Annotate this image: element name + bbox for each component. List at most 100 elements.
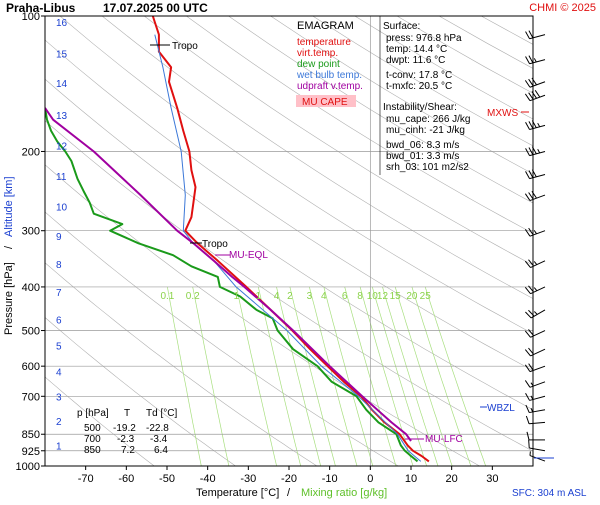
p-tick-label: 200: [22, 146, 40, 158]
x-tick-label: -10: [322, 473, 338, 485]
sfc-label: SFC: 304 m ASL: [512, 488, 587, 499]
p-tick-label: 925: [22, 446, 40, 458]
instability-title: Instability/Shear:: [383, 102, 457, 113]
table-cell: 500: [84, 423, 101, 434]
srh-03-value: srh_03: 101 m2/s2: [386, 162, 469, 173]
x-tick-label: 20: [446, 473, 458, 485]
surface-temperature: temp: 14.4 °C: [386, 44, 447, 55]
p-tick-label: 400: [22, 282, 40, 294]
altitude-tick-label: 3: [56, 392, 62, 403]
x-tick-label: 30: [486, 473, 498, 485]
wind-barb-flag: [535, 90, 540, 97]
level-table: p [hPa] T Td [°C] 500 -19.2 -22.8 700 -2…: [77, 408, 177, 456]
plot-area: [45, 16, 533, 466]
x-tick-label: -40: [200, 473, 216, 485]
altitude-tick-label: 6: [56, 315, 62, 326]
altitude-tick-label: 2: [56, 417, 62, 428]
bwd-01-value: bwd_01: 3.3 m/s: [386, 151, 459, 162]
p-tick-label: 1000: [16, 461, 40, 473]
altitude-tick-label: 16: [56, 18, 68, 29]
y-axis-label: Pressure [hPa]: [3, 262, 15, 335]
x-axis-label-mixing: Mixing ratio [g/kg]: [301, 487, 387, 499]
y-axis-separator: /: [3, 245, 15, 249]
table-header-td: Td [°C]: [146, 408, 177, 419]
bwd-06-value: bwd_06: 8.3 m/s: [386, 140, 459, 151]
wind-barb-halfflag: [538, 123, 540, 127]
mu-eql-label: MU-EQL: [229, 250, 268, 261]
altitude-tick-label: 8: [56, 260, 62, 271]
mixing-ratio-label: 0.2: [186, 291, 200, 302]
table-cell: 7.2: [121, 445, 135, 456]
mu-cape-badge-label: MU CAPE: [302, 97, 348, 108]
wind-barb-halfflag: [534, 261, 537, 264]
mixing-ratio-label: 0.1: [160, 291, 174, 302]
altitude-tick-label: 4: [56, 367, 62, 378]
p-tick-label: 600: [22, 361, 40, 373]
mixing-ratio-label: 20: [406, 291, 418, 302]
x-tick-label: -30: [240, 473, 256, 485]
altitude-tick-label: 9: [56, 232, 62, 243]
table-cell: -19.2: [113, 423, 136, 434]
mixing-ratio-label: 2: [287, 291, 293, 302]
mixing-ratio-label: 1: [234, 291, 240, 302]
mu-cape-value: mu_cape: 266 J/kg: [386, 114, 471, 125]
altitude-tick-label: 5: [56, 342, 62, 353]
legend-title: EMAGRAM: [297, 20, 354, 32]
legend-virt-temp: virt.temp.: [297, 48, 338, 59]
wind-barb-halfflag: [538, 149, 540, 153]
y-axis-label-altitude: Altitude [km]: [3, 176, 15, 237]
table-header-p: p [hPa]: [77, 408, 109, 419]
altitude-tick-label: 10: [56, 202, 68, 213]
table-header-t: T: [124, 408, 130, 419]
x-tick-label: 10: [405, 473, 417, 485]
altitude-tick-label: 11: [56, 172, 67, 183]
x-tick-label: -50: [159, 473, 175, 485]
station-name: Praha-Libus: [6, 1, 76, 15]
altitude-tick-label: 13: [56, 111, 68, 122]
legend-temperature: temperature: [297, 37, 351, 48]
table-cell: 6.4: [154, 445, 168, 456]
mixing-ratio-label: 6: [342, 291, 348, 302]
y-axis-ticks: 100 200 300 400 500 600 700 850 925 1000: [16, 11, 45, 473]
mixing-ratio-label: 1: [256, 291, 262, 302]
table-cell: 850: [84, 445, 101, 456]
altitude-tick-label: 12: [56, 142, 68, 153]
x-tick-label: -20: [281, 473, 297, 485]
altitude-tick-label: 7: [56, 288, 62, 299]
legend-dew-point: dew point: [297, 59, 340, 70]
table-cell: -3.4: [150, 434, 168, 445]
x-tick-label: -70: [78, 473, 94, 485]
altitude-tick-label: 15: [56, 49, 68, 60]
altitude-tick-label: 14: [56, 79, 68, 90]
mu-cinh-value: mu_cinh: -21 J/kg: [386, 125, 465, 136]
mixing-ratio-label: 4: [274, 291, 280, 302]
sounding-datetime: 17.07.2025 00 UTC: [103, 1, 208, 15]
surface-pressure: press: 976.8 hPa: [386, 33, 462, 44]
table-cell: -2.3: [117, 434, 135, 445]
surface-title: Surface:: [383, 21, 420, 32]
t-mxfc: t-mxfc: 20.5 °C: [386, 81, 452, 92]
mixing-ratio-label: 8: [357, 291, 363, 302]
mixing-ratio-label: 3: [307, 291, 313, 302]
x-tick-label: -60: [118, 473, 134, 485]
p-tick-label: 700: [22, 391, 40, 403]
x-axis-separator: /: [287, 487, 291, 499]
x-axis-label: Temperature [°C]: [196, 487, 279, 499]
legend-wet-bulb: wet bulb temp.: [296, 70, 362, 81]
p-tick-label: 850: [22, 429, 40, 441]
table-cell: 700: [84, 434, 101, 445]
credit-text: CHMI © 2025: [529, 2, 596, 14]
p-tick-label: 100: [22, 11, 40, 23]
p-tick-label: 500: [22, 326, 40, 338]
table-cell: -22.8: [146, 423, 169, 434]
mixing-ratio-label: 12: [377, 291, 389, 302]
wind-barb-halfflag: [534, 58, 536, 62]
tropo-label-upper: Tropo: [172, 41, 198, 52]
wind-barb-flag: [529, 440, 530, 448]
p-tick-label: 300: [22, 226, 40, 238]
mixing-ratio-label: 15: [390, 291, 402, 302]
wbzl-label: WBZL: [487, 403, 515, 414]
mixing-ratio-label: 25: [420, 291, 432, 302]
